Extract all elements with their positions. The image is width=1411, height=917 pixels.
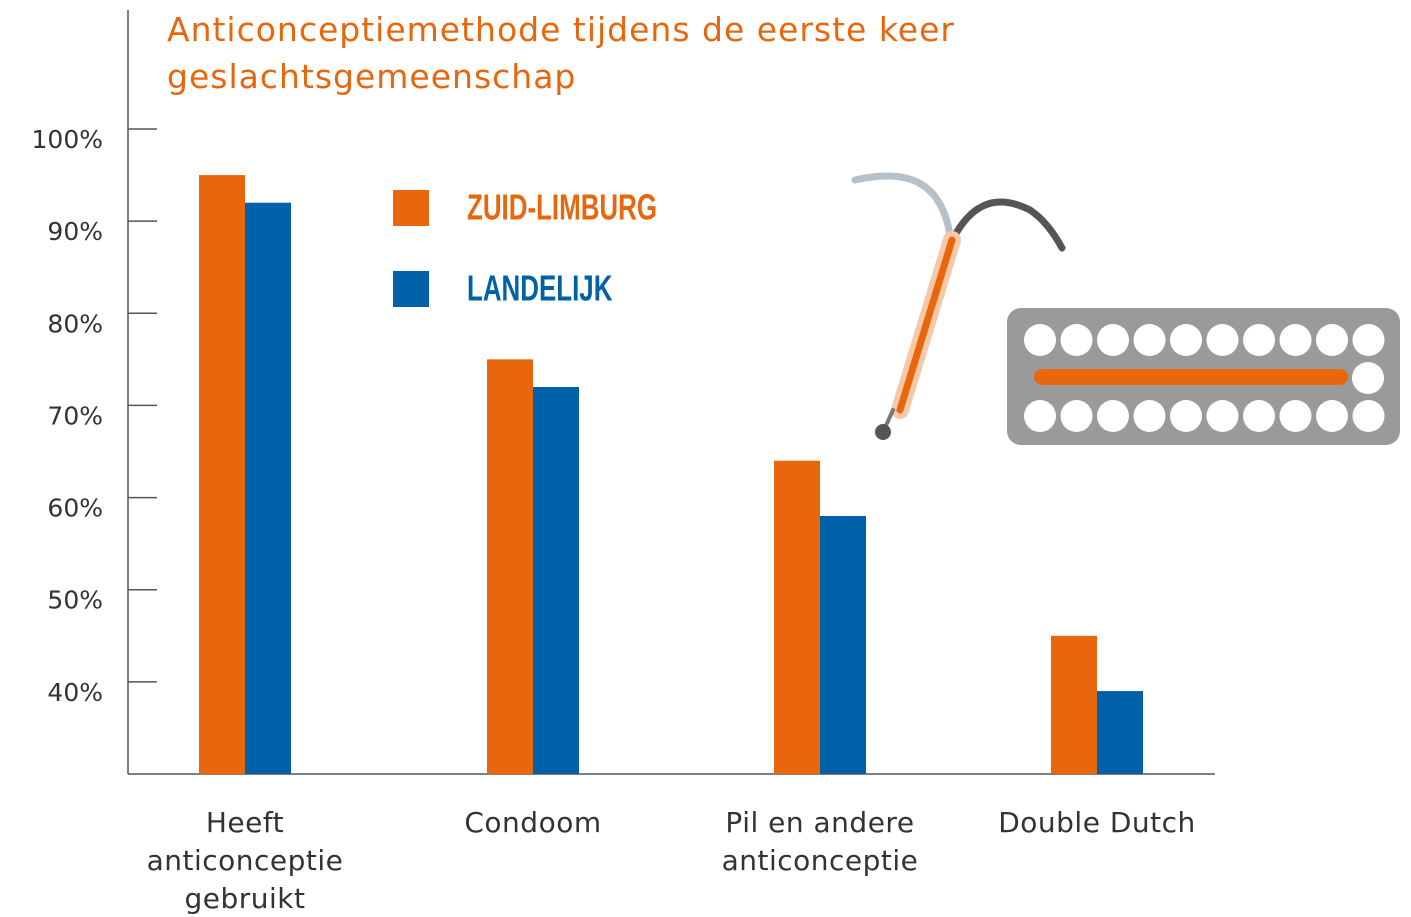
pill — [1207, 324, 1239, 356]
pill — [1243, 324, 1275, 356]
pill — [1061, 324, 1093, 356]
x-tick-label: Double Dutch — [977, 804, 1217, 842]
bar — [820, 516, 866, 774]
pill — [1170, 400, 1202, 432]
y-tick-label: 50% — [47, 586, 103, 615]
pill — [1024, 324, 1056, 356]
pill — [1061, 400, 1093, 432]
y-tick-label: 90% — [47, 217, 103, 246]
y-tick-label: 60% — [47, 494, 103, 523]
pill — [1316, 400, 1348, 432]
legend-label: LANDELIJK — [467, 268, 613, 308]
pill — [1024, 400, 1056, 432]
legend-swatch — [393, 190, 429, 226]
y-tick-label: 70% — [47, 401, 103, 430]
bar — [533, 387, 579, 774]
bar — [1097, 691, 1143, 774]
pill — [1353, 324, 1385, 356]
bar — [245, 203, 291, 774]
legend-swatch — [393, 271, 429, 307]
bar — [199, 175, 245, 774]
x-tick-label: Pil en andere anticonceptie — [700, 804, 940, 880]
y-tick-label: 100% — [32, 125, 103, 154]
bar — [1051, 636, 1097, 774]
pill — [1353, 400, 1385, 432]
x-tick-label: Heeft anticonceptie gebruikt — [125, 804, 365, 917]
pill — [1134, 324, 1166, 356]
chart: Anticonceptiemethode tijdens de eerste k… — [0, 0, 1411, 917]
pill — [1280, 400, 1312, 432]
pill-pack — [1007, 308, 1400, 445]
bar — [487, 359, 533, 774]
bar — [774, 461, 820, 774]
pill — [1280, 324, 1312, 356]
plot: 100% 90% 80% 70% 60% 50% 40% ZUID-LIMBURG LANDEL… — [0, 0, 1411, 917]
pill — [1352, 362, 1384, 394]
y-tick-label: 80% — [47, 309, 103, 338]
pill — [1097, 400, 1129, 432]
x-tick-label: Condoom — [413, 804, 653, 842]
pill — [1243, 400, 1275, 432]
pill — [1316, 324, 1348, 356]
pill — [1097, 324, 1129, 356]
pill — [1170, 324, 1202, 356]
legend-label: ZUID-LIMBURG — [467, 187, 657, 227]
pill — [1207, 400, 1239, 432]
y-tick-label: 40% — [47, 678, 103, 707]
pill — [1134, 400, 1166, 432]
